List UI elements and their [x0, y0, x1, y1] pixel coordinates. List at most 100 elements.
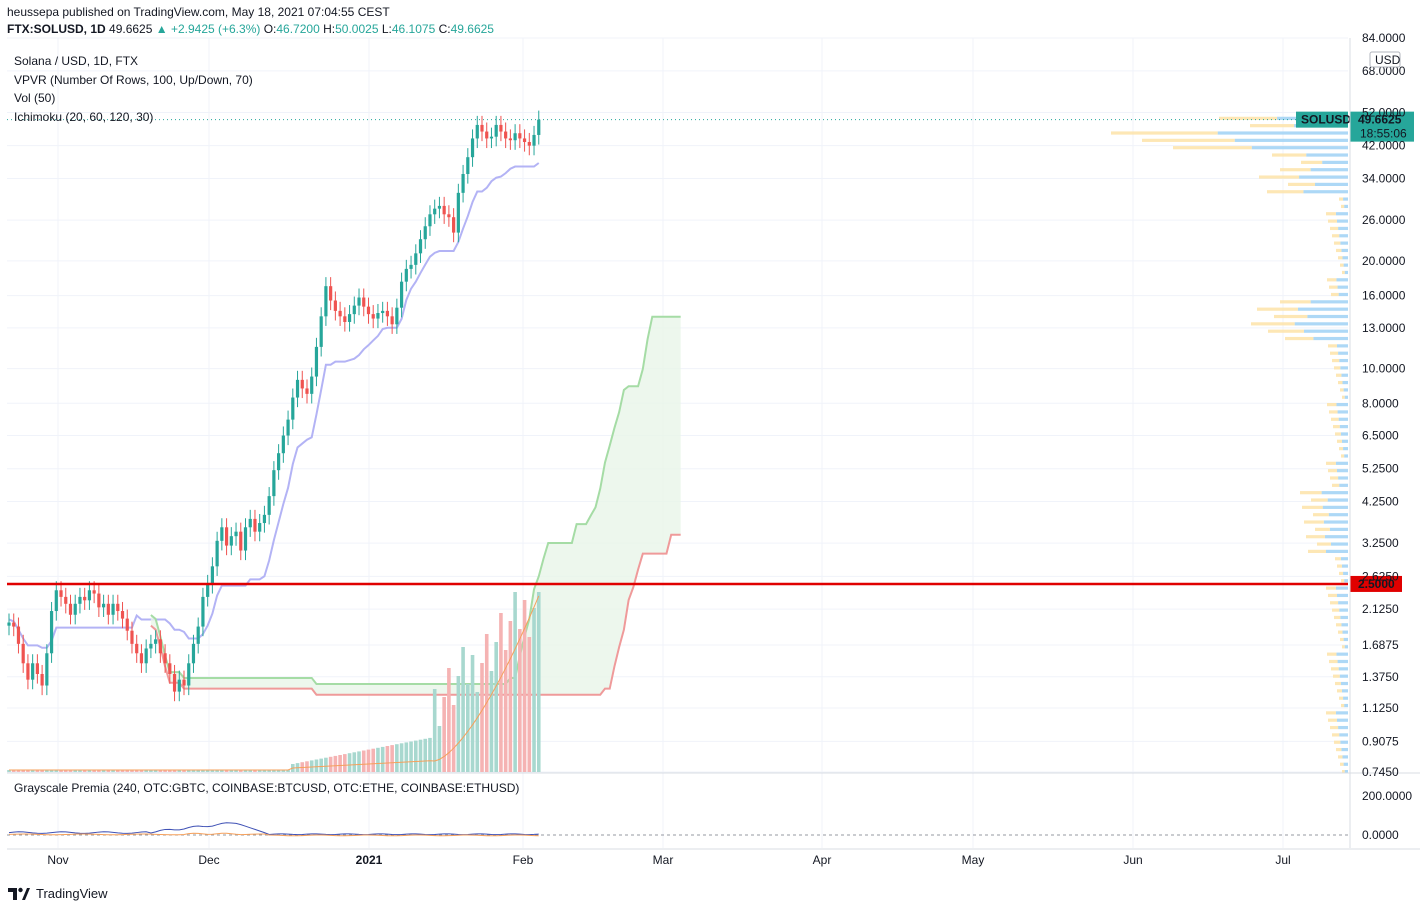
vpvr-bar-up: [1310, 300, 1348, 304]
candle-body: [466, 157, 470, 174]
volume-bar: [281, 770, 286, 772]
last-price-tag-label: 49.6625: [1358, 113, 1402, 127]
volume-bar: [54, 770, 59, 772]
volume-bar: [536, 592, 541, 772]
candle-body: [144, 648, 148, 664]
osc-tick-label: 200.0000: [1362, 789, 1412, 803]
vpvr-bar-down: [1338, 256, 1343, 260]
vpvr-bar-up: [1344, 579, 1348, 583]
vpvr-bar-up: [1341, 623, 1348, 627]
volume-bar: [499, 613, 503, 772]
candle-body: [139, 653, 144, 664]
oscillator-legend[interactable]: Grayscale Premia (240, OTC:GBTC, COINBAS…: [14, 781, 520, 795]
volume-bar: [26, 770, 30, 772]
volume-bar: [324, 757, 328, 772]
candle-body: [106, 603, 110, 615]
volume-bar: [35, 770, 40, 772]
vpvr-bar-up: [1337, 718, 1348, 722]
volume-bar: [248, 770, 253, 772]
vpvr-bar-up: [1342, 630, 1348, 634]
volume-bar: [253, 770, 257, 772]
volume-bar: [390, 745, 394, 772]
volume-bar: [489, 671, 494, 772]
indicator-vpvr[interactable]: VPVR (Number Of Rows, 100, Up/Down, 70): [14, 72, 253, 87]
time-tick-label: Apr: [813, 853, 832, 867]
volume-bar: [423, 738, 428, 772]
candle-body: [59, 590, 63, 597]
vpvr-bar-down: [1332, 608, 1340, 612]
vpvr-bar-up: [1343, 696, 1348, 700]
vpvr-bar-up: [1342, 380, 1348, 385]
vpvr-bar-down: [1111, 131, 1218, 135]
candle-body: [64, 596, 68, 604]
candle-body: [508, 138, 512, 141]
volume-bar: [149, 770, 153, 772]
vpvr-bar-up: [1339, 483, 1348, 487]
price-tick-label: 2.1250: [1362, 602, 1399, 616]
candle-body: [494, 124, 498, 137]
candle-body: [135, 643, 139, 654]
vpvr-bar-up: [1343, 388, 1348, 392]
vpvr-bar-down: [1340, 637, 1344, 642]
vpvr-bar-up: [1336, 652, 1348, 656]
candle-body: [125, 618, 129, 631]
price-tick-label: 5.2500: [1362, 462, 1399, 476]
vpvr-bar-up: [1294, 322, 1348, 326]
volume-bars: [7, 592, 541, 772]
vpvr-bar-up: [1340, 557, 1348, 561]
candle-body: [111, 603, 115, 615]
price-tick-label: 1.6875: [1362, 638, 1399, 652]
vpvr-bar-down: [1339, 447, 1344, 451]
vpvr-bar-down: [1329, 285, 1338, 289]
volume-bar: [21, 770, 25, 772]
vpvr-bar-up: [1329, 527, 1348, 531]
candle-body: [537, 119, 541, 135]
volume-bar: [73, 770, 78, 772]
candle-body: [452, 217, 456, 233]
time-tick-label: Jul: [1275, 853, 1290, 867]
candle-body: [522, 138, 527, 143]
vpvr-bar-down: [1334, 241, 1341, 245]
vpvr-bar-down: [1267, 190, 1304, 194]
volume-bar: [470, 655, 475, 772]
candle-body: [149, 643, 153, 649]
vpvr-bar-up: [1324, 535, 1348, 539]
vpvr-bar-down: [1311, 498, 1328, 502]
vpvr-bar-down: [1327, 278, 1337, 282]
candle-body: [229, 536, 233, 546]
price-tick-label: 0.7450: [1362, 765, 1399, 779]
candle-body: [54, 590, 58, 612]
volume-bar: [309, 760, 314, 772]
vpvr-bar-down: [1285, 336, 1314, 341]
candle-body: [262, 514, 267, 524]
volume-bar: [361, 750, 366, 772]
candle-body: [78, 596, 82, 604]
volume-bar: [68, 770, 73, 772]
vpvr-bar-down: [1251, 322, 1295, 326]
time-tick-label: 2021: [356, 853, 383, 867]
high-label: H:: [323, 22, 336, 36]
indicator-volume[interactable]: Vol (50): [14, 91, 56, 105]
candle-body: [12, 622, 16, 627]
vpvr-bar-down: [1334, 366, 1341, 370]
vpvr-bar-up: [1322, 160, 1348, 164]
candle-body: [447, 214, 451, 218]
vpvr-bar-up: [1344, 770, 1348, 774]
vpvr-bar-up: [1344, 454, 1348, 458]
indicator-ichimoku[interactable]: Ichimoku (20, 60, 120, 30): [14, 109, 154, 124]
candle-body: [172, 674, 177, 692]
vpvr-bar-down: [1336, 623, 1342, 627]
currency-label: USD: [1375, 53, 1401, 67]
vpvr-bar-up: [1337, 659, 1348, 664]
vpvr-bar-down: [1335, 557, 1341, 561]
vpvr-bar-up: [1337, 469, 1348, 473]
volume-bar: [432, 689, 437, 772]
vpvr-bar-down: [1328, 469, 1337, 473]
volume-bar: [385, 746, 390, 772]
price-tick-label: 1.3750: [1362, 670, 1399, 684]
candle-body: [130, 630, 134, 644]
volume-bar: [442, 697, 446, 772]
candle-body: [87, 590, 92, 601]
candle-body: [16, 626, 21, 644]
